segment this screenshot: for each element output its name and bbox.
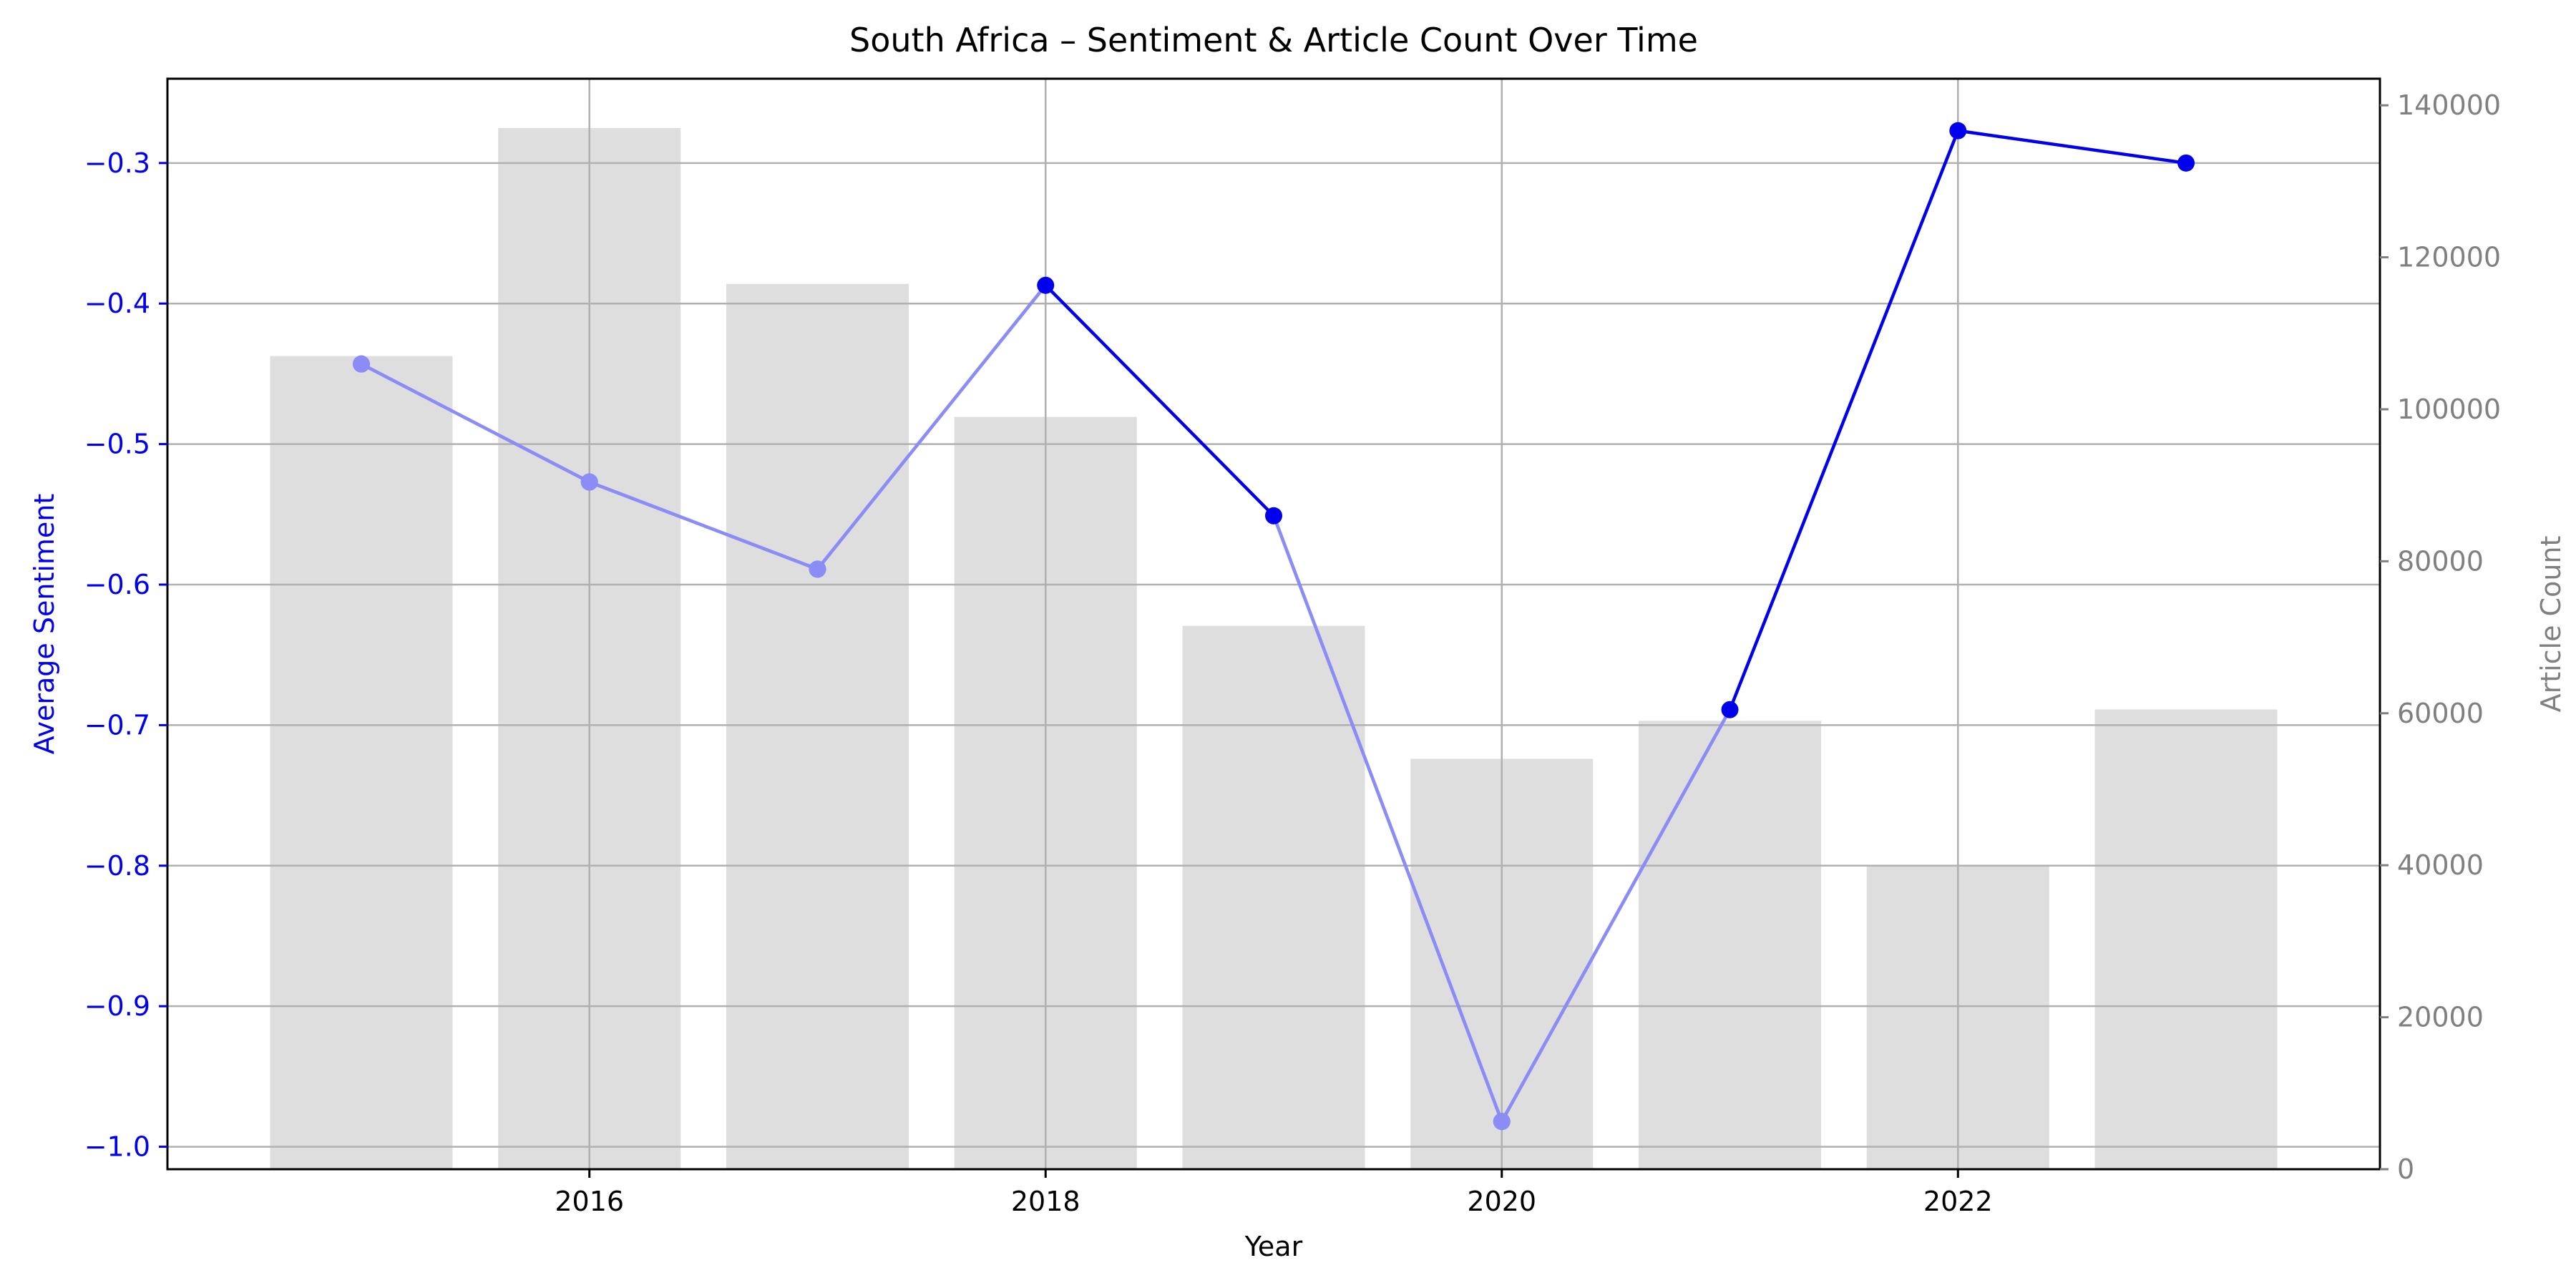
x-axis-label: Year: [1244, 1231, 1303, 1262]
y-right-tick-label: 40000: [2397, 849, 2484, 881]
grid-layer: [167, 79, 2380, 1169]
article-count-bar: [1182, 625, 1365, 1169]
x-tick-label: 2020: [1467, 1186, 1536, 1217]
sentiment-point: [1265, 507, 1282, 525]
y-left-tick-label: −0.5: [84, 429, 150, 460]
sentiment-line-overlap: [588, 480, 819, 571]
sentiment-point: [1949, 122, 1967, 140]
sentiment-line-overlap: [1272, 514, 1503, 1123]
article-count-bar: [2094, 709, 2278, 1169]
sentiment-line-overlap: [1500, 708, 1732, 1123]
chart-title: South Africa – Sentiment & Article Count…: [849, 21, 1698, 59]
x-tick-label: 2018: [1011, 1186, 1080, 1217]
x-tick-label: 2022: [1923, 1186, 1993, 1217]
sentiment-point-overlap: [580, 473, 598, 491]
y-right-tick-label: 140000: [2397, 89, 2501, 121]
y-right-tick-label: 100000: [2397, 394, 2501, 425]
y-left-tick-label: −0.7: [84, 709, 150, 741]
y-right-tick-label: 20000: [2397, 1002, 2484, 1033]
plot-frame: [166, 77, 2381, 1171]
y-right-tick-label: 0: [2397, 1153, 2414, 1185]
y-left-tick-label: −0.4: [84, 288, 150, 319]
sentiment-point: [1037, 276, 1055, 294]
article-count-bar: [1639, 721, 1822, 1169]
ticks-layer: 2016 2018 2020 2022 −1.0 −0.9 −0.8 −0.7 −0.6 −0.5…: [84, 89, 2501, 1217]
x-tick-label: 2016: [555, 1186, 624, 1217]
y-left-tick-label: −0.9: [84, 990, 150, 1022]
line-layer: [352, 122, 2195, 1131]
y-left-tick-label: −0.6: [84, 569, 150, 600]
sentiment-point-overlap: [809, 560, 826, 578]
y-left-tick-label: −1.0: [84, 1131, 150, 1163]
y-right-tick-label: 60000: [2397, 698, 2484, 729]
y-right-tick-label: 80000: [2397, 545, 2484, 577]
y-axis-right-label: Article Count: [2535, 536, 2567, 713]
article-count-bar: [726, 283, 909, 1170]
y-left-tick-label: −0.8: [84, 850, 150, 882]
sentiment-line-overlap: [360, 362, 590, 484]
sentiment-line-overlap: [816, 284, 1047, 570]
article-count-bar: [270, 356, 453, 1169]
sentiment-point: [1721, 701, 1739, 718]
y-right-tick-label: 120000: [2397, 242, 2501, 273]
sentiment-point-overlap: [1493, 1113, 1511, 1131]
sentiment-point: [2177, 154, 2195, 172]
sentiment-point-overlap: [352, 355, 370, 373]
y-left-tick-label: −0.3: [84, 147, 150, 179]
y-axis-left-label: Average Sentiment: [29, 494, 60, 755]
